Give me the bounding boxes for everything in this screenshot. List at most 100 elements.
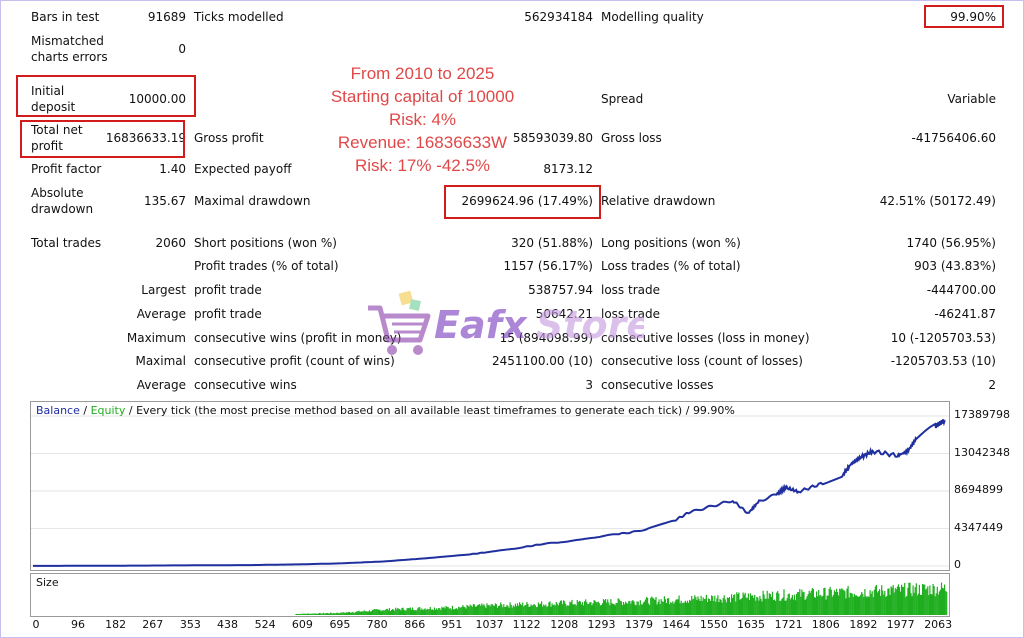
size-bar — [529, 606, 531, 615]
size-bar — [615, 603, 617, 615]
size-bar — [867, 596, 869, 615]
size-bar — [619, 600, 621, 615]
size-bar — [818, 589, 820, 615]
size-bar — [752, 595, 754, 615]
size-bar — [768, 593, 770, 615]
y-tick-label-1: 13042348 — [954, 445, 1010, 459]
size-bar — [557, 605, 559, 615]
size-bar — [826, 595, 828, 615]
size-bar — [611, 603, 613, 615]
size-bar — [594, 600, 596, 615]
size-bar — [415, 610, 417, 615]
size-bar — [315, 613, 317, 615]
size-bar — [699, 601, 701, 615]
size-bar — [531, 605, 533, 615]
size-bar — [593, 600, 595, 615]
size-bar — [863, 597, 865, 615]
size-bar — [335, 613, 337, 615]
size-bar — [737, 593, 739, 615]
size-bar — [621, 605, 623, 615]
size-bar — [763, 594, 765, 615]
size-bar — [477, 605, 479, 615]
size-bar — [562, 604, 564, 615]
size-bar — [379, 609, 381, 615]
size-bar — [656, 604, 658, 615]
x-tick-label-2: 182 — [105, 618, 127, 631]
size-bar — [808, 590, 810, 615]
size-bar — [891, 587, 893, 615]
size-bar — [672, 601, 674, 615]
size-bar — [394, 610, 396, 615]
size-bar — [732, 598, 734, 615]
size-bar — [934, 596, 936, 615]
initial-deposit-label-1: Initial — [31, 84, 65, 98]
size-bar — [897, 584, 899, 615]
size-bar — [912, 585, 914, 615]
size-bar — [862, 593, 864, 615]
x-tick-label-18: 1550 — [699, 618, 728, 631]
maximal-drawdown-value: 2699624.96 (17.49%) — [461, 194, 593, 208]
largest-profit-value: 538757.94 — [528, 283, 593, 297]
size-bar — [543, 604, 545, 615]
size-bar — [926, 588, 928, 615]
size-bar — [512, 605, 514, 615]
size-bar — [339, 613, 341, 615]
size-bar — [720, 599, 722, 615]
size-bar — [783, 589, 785, 615]
size-bar — [758, 600, 760, 615]
size-bar — [501, 604, 503, 615]
size-bar — [825, 599, 827, 615]
size-bar — [894, 588, 896, 615]
balance-chart — [30, 401, 950, 571]
size-bar — [807, 594, 809, 615]
size-bar — [462, 605, 464, 615]
size-bar — [725, 602, 727, 615]
size-bar — [929, 585, 931, 615]
maximal-drawdown-label: Maximal drawdown — [194, 194, 311, 208]
size-bar — [839, 588, 841, 615]
size-bar — [579, 601, 581, 615]
size-bar — [806, 596, 808, 615]
size-bar — [765, 598, 767, 615]
size-bar — [722, 598, 724, 615]
size-bar — [671, 603, 673, 615]
avg-consec-wins-label: consecutive wins — [194, 378, 297, 392]
size-bar — [584, 601, 586, 615]
size-bar — [651, 596, 653, 615]
size-bar — [442, 608, 444, 615]
size-bar — [345, 612, 347, 615]
annotation-line-3: Risk: 4% — [388, 110, 457, 129]
size-bar — [378, 609, 380, 615]
size-bar — [924, 584, 926, 615]
size-bar — [485, 608, 487, 615]
average-label: Average — [136, 307, 186, 321]
x-tick-label-17: 1464 — [662, 618, 691, 631]
size-bar — [396, 609, 398, 615]
size-bar — [322, 612, 324, 615]
gross-loss-value: -41756406.60 — [911, 131, 997, 145]
size-bar — [767, 598, 769, 615]
size-bar — [534, 605, 536, 615]
size-bar — [769, 594, 771, 615]
y-tick-label-0: 17389798 — [954, 408, 1010, 421]
size-bar — [576, 600, 578, 615]
size-bar — [774, 599, 776, 615]
size-bar — [365, 611, 367, 615]
size-bar — [313, 613, 315, 615]
size-bar — [868, 597, 870, 615]
size-bar — [873, 589, 875, 615]
size-bar — [499, 605, 501, 615]
average-profit-value: 50642.21 — [535, 307, 593, 321]
size-bar — [583, 605, 585, 615]
size-bar — [346, 612, 348, 615]
size-bar — [756, 596, 758, 615]
size-bar — [613, 603, 615, 615]
initial-deposit-label-2: deposit — [31, 100, 76, 114]
modelling-quality-label: Modelling quality — [601, 10, 704, 24]
size-bar — [801, 589, 803, 615]
size-bar — [856, 596, 859, 615]
legend-equity: Equity — [90, 404, 126, 417]
eafx-store-watermark: Eafx Store — [364, 288, 652, 360]
size-bar — [910, 593, 912, 615]
size-bar — [936, 586, 938, 615]
